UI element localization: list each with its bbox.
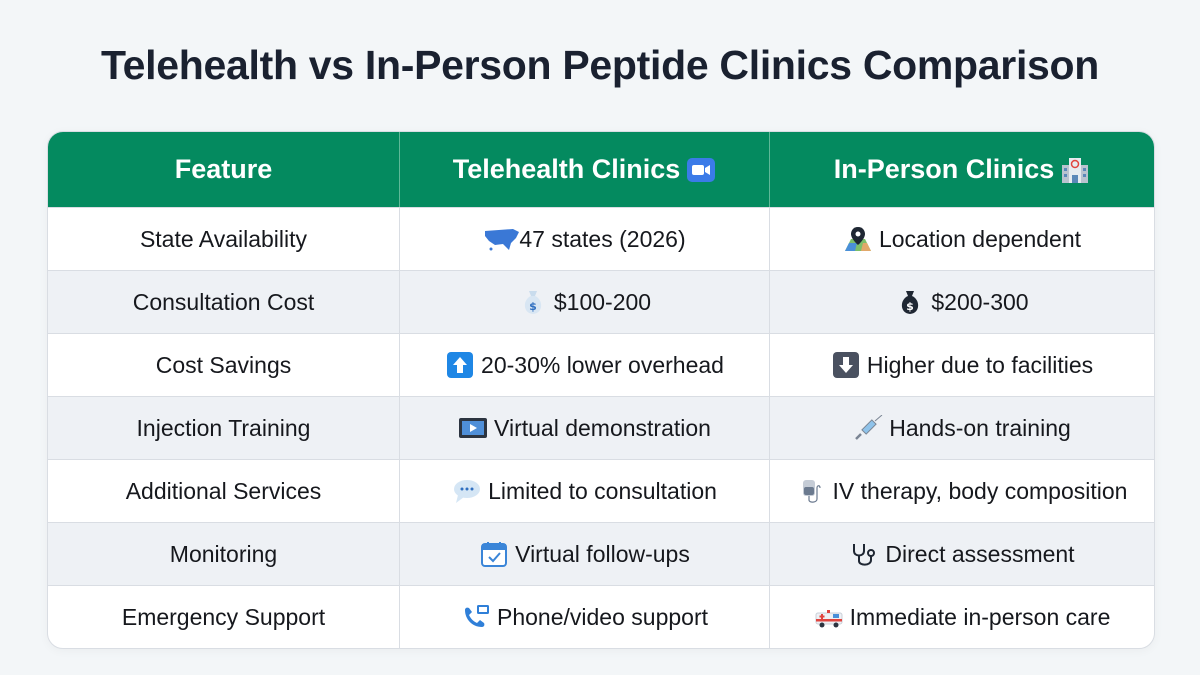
arrow-down-icon: [831, 352, 861, 378]
inperson-cell: Higher due to facilities: [770, 334, 1154, 396]
inperson-cell: Hands-on training: [770, 397, 1154, 459]
video-player-icon: [458, 415, 488, 441]
phone-video-icon: [461, 604, 491, 630]
table-row: Consultation Cost $ $100-200 $ $200-300: [48, 270, 1154, 333]
feature-cell: Injection Training: [48, 397, 400, 459]
table-row: Injection Training Virtual demonstration…: [48, 396, 1154, 459]
inperson-cell: Location dependent: [770, 208, 1154, 270]
telehealth-cell: Limited to consultation: [400, 460, 770, 522]
inperson-cell: Immediate in-person care: [770, 586, 1154, 648]
page-title: Telehealth vs In-Person Peptide Clinics …: [100, 42, 1100, 88]
table-row: Additional Services Limited to consultat…: [48, 459, 1154, 522]
table-row: Cost Savings 20-30% lower overhead Highe…: [48, 333, 1154, 396]
iv-bag-icon: [797, 478, 827, 504]
feature-cell: Monitoring: [48, 523, 400, 585]
telehealth-cell: Virtual follow-ups: [400, 523, 770, 585]
map-pin-icon: [843, 226, 873, 252]
video-camera-icon: [686, 157, 716, 183]
feature-cell: Consultation Cost: [48, 271, 400, 333]
telehealth-cell: 47 states (2026): [400, 208, 770, 270]
telehealth-cell: $ $100-200: [400, 271, 770, 333]
money-bag-dark-icon: $: [895, 289, 925, 315]
money-bag-light-icon: $: [518, 289, 548, 315]
svg-text:$: $: [907, 300, 915, 313]
table-row: State Availability 47 states (2026) Loca…: [48, 207, 1154, 270]
telehealth-cell: Phone/video support: [400, 586, 770, 648]
speech-bubble-icon: [452, 478, 482, 504]
header-feature: Feature: [48, 132, 400, 207]
header-telehealth: Telehealth Clinics: [400, 132, 770, 207]
table-row: Emergency Support Phone/video support Im…: [48, 585, 1154, 648]
svg-text:$: $: [529, 300, 537, 313]
table-header-row: Feature Telehealth Clinics In-Person Cli…: [48, 132, 1154, 207]
ambulance-icon: [814, 604, 844, 630]
telehealth-cell: Virtual demonstration: [400, 397, 770, 459]
telehealth-cell: 20-30% lower overhead: [400, 334, 770, 396]
us-map-icon: [483, 226, 520, 252]
comparison-table: Feature Telehealth Clinics In-Person Cli…: [47, 131, 1155, 649]
inperson-cell: $ $200-300: [770, 271, 1154, 333]
table-row: Monitoring Virtual follow-ups Direct ass…: [48, 522, 1154, 585]
feature-cell: State Availability: [48, 208, 400, 270]
feature-cell: Additional Services: [48, 460, 400, 522]
inperson-cell: IV therapy, body composition: [770, 460, 1154, 522]
feature-cell: Cost Savings: [48, 334, 400, 396]
inperson-cell: Direct assessment: [770, 523, 1154, 585]
syringe-icon: [853, 414, 883, 441]
hospital-icon: [1060, 157, 1090, 183]
arrow-up-icon: [445, 352, 475, 378]
calendar-check-icon: [479, 541, 509, 567]
stethoscope-icon: [849, 541, 879, 567]
feature-cell: Emergency Support: [48, 586, 400, 648]
header-inperson: In-Person Clinics: [770, 132, 1154, 207]
